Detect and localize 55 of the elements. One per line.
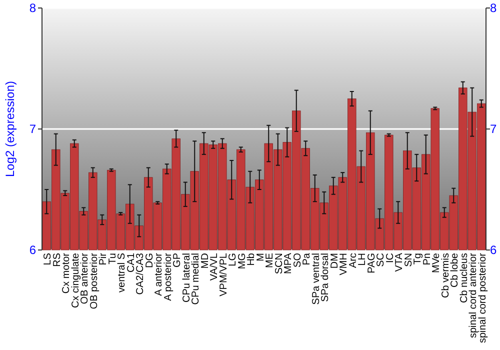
x-tick-label: Pir [98, 252, 110, 266]
x-tick-label: CPu lateral [181, 253, 192, 302]
x-tick-label: M [255, 253, 266, 262]
x-tick-label: Tu [107, 253, 118, 264]
y-tick-label: 6 [29, 243, 36, 258]
x-tick-label: CPu medial [190, 253, 202, 305]
x-tick-label: VPM/VPL [218, 252, 230, 296]
x-tick-label: Pn [422, 253, 433, 266]
y2-tick-label: 7 [490, 122, 497, 136]
y-tick-label: 8 [29, 1, 36, 16]
x-tick-label: DM [329, 253, 340, 269]
x-tick-label: SCN [274, 253, 285, 274]
x-tick-label: A posterior [162, 252, 174, 301]
x-tick-label: Tg [412, 253, 424, 265]
x-tick-label: Hb [246, 252, 258, 266]
x-tick-label: RS [52, 252, 63, 267]
x-tick-label: Cb nucleus [458, 253, 470, 304]
x-tick-label: SPa dorsal [320, 253, 332, 302]
x-tick-label: PAG [366, 252, 378, 274]
x-tick-label: SPa ventral [310, 253, 322, 305]
x-tick-label: LG [228, 252, 239, 266]
x-tick-label: Pa [302, 252, 313, 266]
x-tick-label: DG [144, 252, 156, 268]
x-tick-label: ME [264, 252, 276, 268]
x-tick-label: OB posterior [88, 252, 100, 310]
y2-tick-label: 8 [490, 1, 497, 16]
x-tick-label: GP [172, 252, 184, 268]
x-tick-label: Cx cingulate [70, 252, 82, 308]
x-tick-label: CA2/CA3 [135, 252, 146, 295]
x-tick-label: Cb lobe [450, 252, 461, 288]
x-tick-label: spinal cord posterior [477, 252, 488, 344]
x-tick-label: MD [200, 253, 211, 269]
x-tick-label: ventral S [116, 252, 128, 292]
x-tick-label: SC [376, 253, 387, 267]
x-tick-label: Cx motor [61, 252, 72, 294]
x-tick-label: LH [357, 253, 368, 266]
x-tick-label: CA1 [126, 252, 137, 272]
x-tick-label: IC [384, 253, 396, 263]
x-tick-label: MVe [431, 252, 442, 274]
x-tick-label: LS [42, 252, 54, 266]
x-tick-label: SO [292, 252, 304, 268]
x-tick-label: Cb vermis [440, 253, 452, 298]
x-tick-label: VTA [394, 252, 406, 272]
x-tick-label: VA/VL [209, 252, 220, 281]
x-tick-label: SN [403, 253, 414, 267]
x-tick-label: spinal cord anterior [468, 252, 480, 338]
x-tick-label: MG [236, 252, 248, 270]
y-axis-title: Log2 (expression) [3, 80, 17, 178]
y2-tick-label: 6 [490, 243, 497, 258]
x-tick-label: OB anterior [80, 252, 91, 304]
x-tick-label: MPA [283, 252, 294, 274]
x-tick-label: A anterior [154, 252, 165, 296]
y-tick-label: 7 [29, 122, 36, 136]
x-tick-label: VMH [338, 253, 350, 276]
x-tick-label: Arc [348, 253, 359, 268]
